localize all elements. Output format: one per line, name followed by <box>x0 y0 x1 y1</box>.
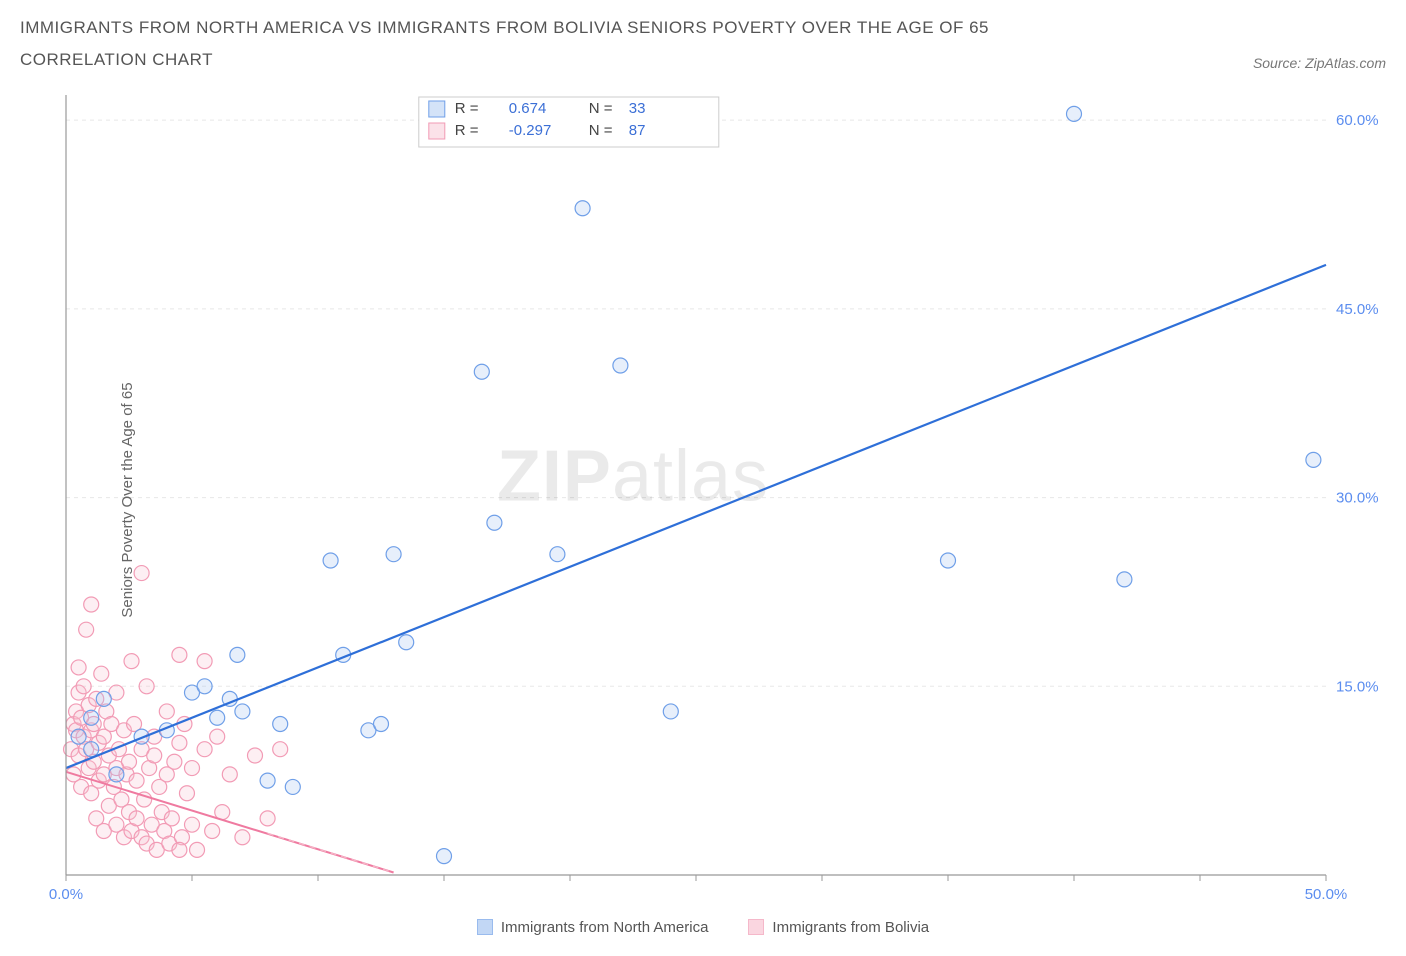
data-point <box>96 691 111 706</box>
data-point <box>147 748 162 763</box>
y-tick-label: 30.0% <box>1336 489 1379 506</box>
x-tick-label: 0.0% <box>49 886 83 903</box>
data-point <box>941 553 956 568</box>
legend-swatch <box>477 919 493 935</box>
data-point <box>374 716 389 731</box>
data-point <box>1306 452 1321 467</box>
chart-title: IMMIGRANTS FROM NORTH AMERICA VS IMMIGRA… <box>20 12 1120 77</box>
series-legend: Immigrants from North America Immigrants … <box>20 919 1386 936</box>
data-point <box>235 704 250 719</box>
legend-n-label: N = <box>589 100 613 117</box>
data-point <box>172 647 187 662</box>
data-point <box>210 729 225 744</box>
legend-swatch <box>429 123 445 139</box>
data-point <box>399 634 414 649</box>
data-point <box>197 653 212 668</box>
legend-r-value: -0.297 <box>509 122 552 139</box>
data-point <box>159 704 174 719</box>
data-point <box>273 716 288 731</box>
data-point <box>76 678 91 693</box>
legend-r-value: 0.674 <box>509 100 547 117</box>
data-point <box>197 678 212 693</box>
source-attribution: Source: ZipAtlas.com <box>1253 55 1386 77</box>
legend-r-label: R = <box>455 100 479 117</box>
data-point <box>222 766 237 781</box>
data-point <box>164 810 179 825</box>
y-axis-label: Seniors Poverty Over the Age of 65 <box>119 382 136 617</box>
data-point <box>109 766 124 781</box>
legend-n-value: 33 <box>629 100 646 117</box>
data-point <box>84 597 99 612</box>
data-point <box>575 200 590 215</box>
data-point <box>190 842 205 857</box>
data-point <box>260 773 275 788</box>
y-tick-label: 15.0% <box>1336 678 1379 695</box>
data-point <box>185 817 200 832</box>
legend-swatch <box>429 101 445 117</box>
data-point <box>185 760 200 775</box>
data-point <box>386 546 401 561</box>
data-point <box>235 829 250 844</box>
data-point <box>613 358 628 373</box>
legend-label: Immigrants from North America <box>501 919 709 936</box>
data-point <box>550 546 565 561</box>
data-point <box>205 823 220 838</box>
data-point <box>129 810 144 825</box>
legend-r-label: R = <box>455 122 479 139</box>
data-point <box>1067 106 1082 121</box>
legend-n-label: N = <box>589 122 613 139</box>
data-point <box>273 741 288 756</box>
data-point <box>179 785 194 800</box>
chart-container: Seniors Poverty Over the Age of 65 15.0%… <box>20 85 1386 915</box>
data-point <box>172 842 187 857</box>
data-point <box>129 773 144 788</box>
data-point <box>134 565 149 580</box>
data-point <box>84 741 99 756</box>
data-point <box>172 735 187 750</box>
legend-item: Immigrants from North America <box>477 919 709 936</box>
data-point <box>167 754 182 769</box>
data-point <box>210 710 225 725</box>
data-point <box>122 754 137 769</box>
data-point <box>474 364 489 379</box>
data-point <box>1117 571 1132 586</box>
data-point <box>487 515 502 530</box>
legend-n-value: 87 <box>629 122 646 139</box>
data-point <box>323 553 338 568</box>
scatter-chart: 15.0%30.0%45.0%60.0%ZIPatlas0.0%50.0%R =… <box>20 85 1396 915</box>
data-point <box>94 666 109 681</box>
data-point <box>71 729 86 744</box>
y-tick-label: 60.0% <box>1336 112 1379 129</box>
data-point <box>79 622 94 637</box>
data-point <box>437 848 452 863</box>
data-point <box>139 678 154 693</box>
legend-item: Immigrants from Bolivia <box>748 919 929 936</box>
data-point <box>285 779 300 794</box>
data-point <box>663 704 678 719</box>
legend-label: Immigrants from Bolivia <box>772 919 929 936</box>
data-point <box>71 660 86 675</box>
data-point <box>230 647 245 662</box>
trend-line <box>66 264 1326 767</box>
data-point <box>124 653 139 668</box>
data-point <box>248 748 263 763</box>
data-point <box>197 741 212 756</box>
data-point <box>260 810 275 825</box>
y-tick-label: 45.0% <box>1336 300 1379 317</box>
x-tick-label: 50.0% <box>1305 886 1348 903</box>
data-point <box>84 710 99 725</box>
legend-swatch <box>748 919 764 935</box>
